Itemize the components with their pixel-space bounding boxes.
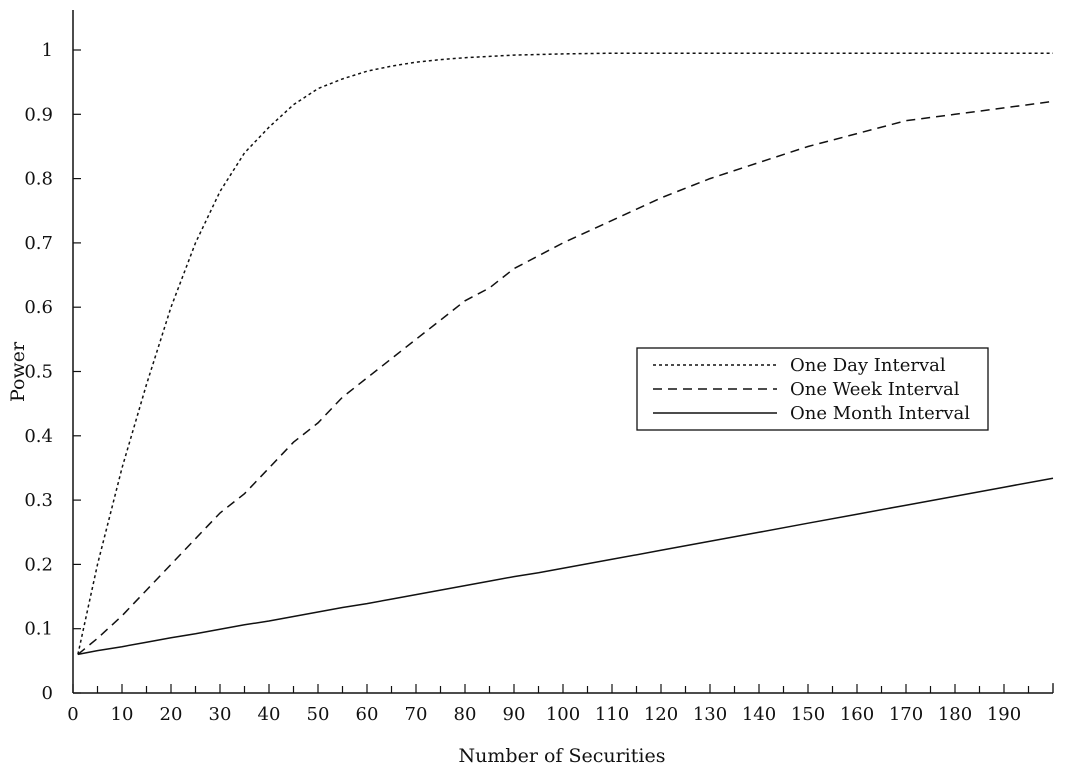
axes: 0 10 20 30 40 50 60 70 80 90 100 110 120 130 140 150 160…	[24, 10, 1054, 725]
x-tick-label: 130	[693, 704, 727, 725]
x-tick-label: 160	[840, 704, 874, 725]
y-tick-label: 0.6	[24, 297, 53, 318]
x-tick-label: 150	[791, 704, 825, 725]
x-tick-label: 170	[889, 704, 923, 725]
legend-label-2: One Week Interval	[790, 379, 960, 400]
series-line-2	[77, 100, 1054, 655]
y-tick-label: 0.4	[24, 426, 53, 447]
y-tick-label: 0.7	[24, 233, 53, 254]
y-tick-label: 0.8	[24, 169, 53, 190]
x-tick-label: 70	[405, 704, 428, 725]
series-layer	[77, 52, 1054, 656]
legend: One Day Interval One Week Interval One Mon…	[636, 347, 989, 431]
y-axis-title: Power	[7, 341, 29, 402]
y-tick-label: 0.3	[24, 490, 53, 511]
y-tick-label: 0.2	[24, 554, 53, 575]
legend-label-1: One Day Interval	[790, 355, 946, 376]
x-tick-label: 40	[258, 704, 281, 725]
x-tick-label: 140	[742, 704, 776, 725]
x-tick-label: 100	[546, 704, 580, 725]
x-tick-label: 30	[209, 704, 232, 725]
series-line-1	[77, 52, 1053, 655]
y-tick-label: 0.5	[24, 362, 53, 383]
y-tick-label: 0	[42, 683, 53, 704]
legend-box	[636, 347, 989, 431]
x-tick-label: 120	[644, 704, 678, 725]
x-tick-label: 0	[67, 704, 78, 725]
x-tick-label: 10	[111, 704, 134, 725]
x-tick-label: 90	[503, 704, 526, 725]
x-tick-label: 190	[987, 704, 1021, 725]
y-tick-label: 0.9	[24, 104, 53, 125]
y-tick-label: 1	[42, 40, 53, 61]
y-tick-label: 0.1	[24, 619, 53, 640]
legend-label-3: One Month Interval	[790, 403, 970, 424]
x-tick-label: 50	[307, 704, 330, 725]
x-tick-label: 180	[938, 704, 972, 725]
x-tick-label: 60	[356, 704, 379, 725]
x-axis-title: Number of Securities	[459, 745, 666, 767]
x-tick-label: 20	[160, 704, 183, 725]
x-tick-label: 80	[454, 704, 477, 725]
x-tick-label: 110	[595, 704, 629, 725]
series-line-3	[77, 477, 1054, 656]
